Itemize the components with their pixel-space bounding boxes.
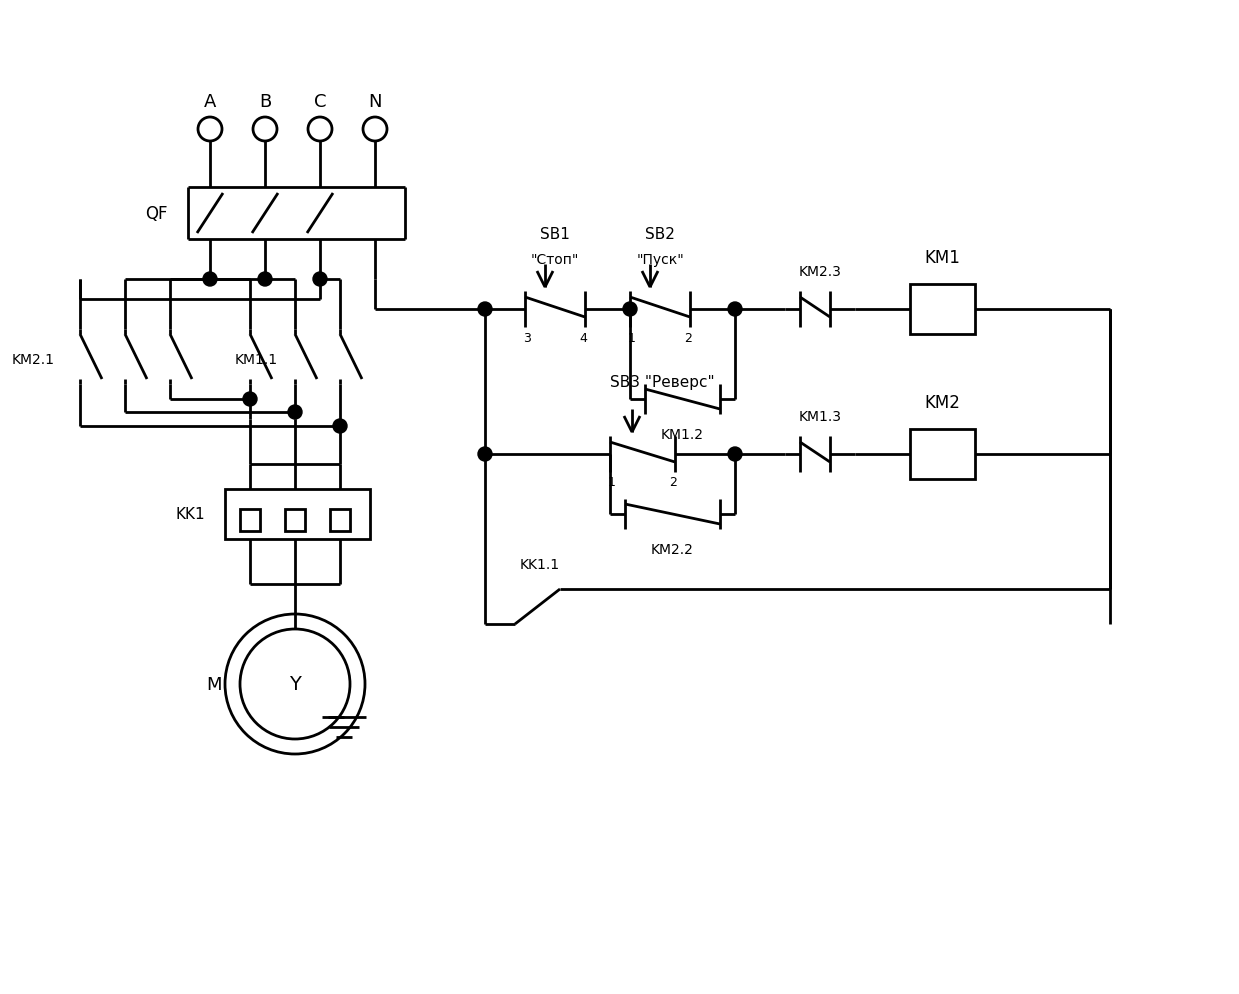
Bar bbox=[240, 510, 260, 532]
Text: C: C bbox=[313, 92, 326, 111]
Text: KM2: KM2 bbox=[924, 394, 960, 412]
Text: KM1: KM1 bbox=[924, 248, 960, 266]
Text: KM1.3: KM1.3 bbox=[798, 410, 841, 423]
Circle shape bbox=[478, 447, 492, 461]
Text: SB3 "Реверс": SB3 "Реверс" bbox=[610, 375, 715, 390]
Circle shape bbox=[203, 272, 217, 286]
Text: 3: 3 bbox=[523, 331, 532, 344]
Text: KK1: KK1 bbox=[176, 507, 204, 522]
Circle shape bbox=[313, 272, 327, 286]
Text: KK1.1: KK1.1 bbox=[520, 558, 560, 572]
Text: "Стоп": "Стоп" bbox=[530, 252, 579, 266]
Text: B: B bbox=[259, 92, 271, 111]
Text: N: N bbox=[368, 92, 382, 111]
Text: "Пуск": "Пуск" bbox=[636, 252, 684, 266]
Text: 1: 1 bbox=[628, 331, 636, 344]
Text: SB2: SB2 bbox=[646, 228, 675, 243]
Text: Y: Y bbox=[289, 675, 301, 694]
Text: 2: 2 bbox=[669, 476, 676, 489]
Bar bbox=[909, 429, 975, 479]
Circle shape bbox=[623, 303, 637, 317]
Circle shape bbox=[243, 393, 256, 407]
Text: 2: 2 bbox=[684, 331, 691, 344]
Bar bbox=[225, 489, 370, 540]
Text: KM1.2: KM1.2 bbox=[660, 427, 704, 441]
Bar bbox=[909, 284, 975, 335]
Bar bbox=[330, 510, 349, 532]
Text: A: A bbox=[203, 92, 216, 111]
Text: SB1: SB1 bbox=[540, 228, 570, 243]
Text: KM2.2: KM2.2 bbox=[650, 543, 694, 557]
Text: KM2.1: KM2.1 bbox=[12, 353, 55, 367]
Circle shape bbox=[729, 447, 742, 461]
Text: KM1.1: KM1.1 bbox=[235, 353, 278, 367]
Text: QF: QF bbox=[145, 205, 169, 223]
Circle shape bbox=[729, 303, 742, 317]
Text: 1: 1 bbox=[608, 476, 616, 489]
Circle shape bbox=[287, 406, 302, 419]
Text: M: M bbox=[207, 675, 222, 693]
Text: 4: 4 bbox=[579, 331, 587, 344]
Circle shape bbox=[333, 419, 347, 433]
Text: KM2.3: KM2.3 bbox=[799, 264, 841, 278]
Circle shape bbox=[478, 303, 492, 317]
Bar bbox=[285, 510, 305, 532]
Circle shape bbox=[258, 272, 273, 286]
